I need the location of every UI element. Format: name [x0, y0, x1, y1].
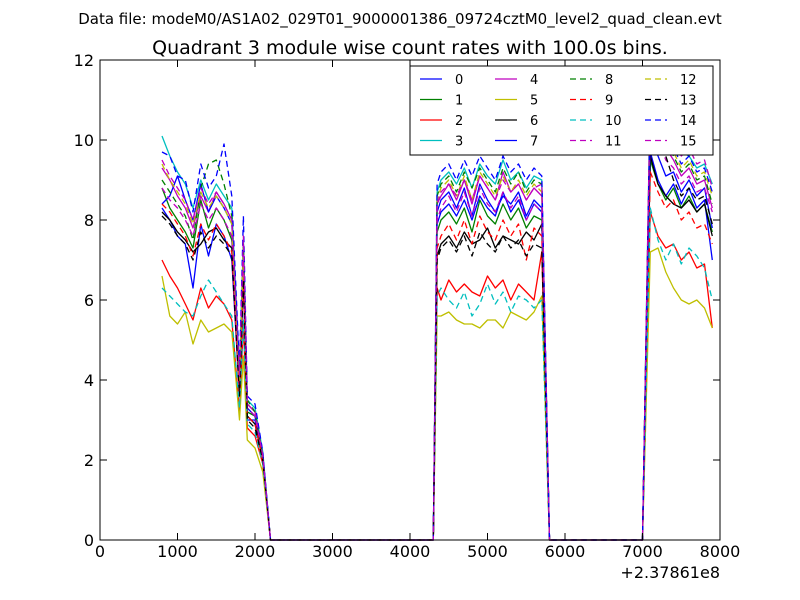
- x-tick-label: 4000: [390, 542, 431, 561]
- legend-label: 7: [530, 135, 538, 150]
- series-line-13: [161, 99, 713, 541]
- x-tick-label: 8000: [700, 542, 741, 561]
- y-tick-label: 8: [84, 211, 94, 230]
- legend-label: 5: [530, 94, 538, 109]
- y-tick-label: 6: [84, 291, 94, 310]
- legend-label: 15: [680, 135, 697, 150]
- series-line-5: [161, 247, 713, 541]
- legend-label: 11: [605, 135, 622, 150]
- x-tick-label: 5000: [467, 542, 508, 561]
- series-layer: [161, 79, 713, 541]
- y-tick-label: 0: [84, 531, 94, 550]
- series-line-2: [161, 211, 713, 541]
- legend-label: 2: [455, 114, 463, 129]
- series-line-15: [161, 87, 713, 541]
- x-offset-label: +2.37861e8: [620, 563, 720, 582]
- legend-label: 10: [605, 114, 622, 129]
- x-tick-label: 0: [95, 542, 105, 561]
- series-line-0: [161, 151, 713, 541]
- series-line-10: [161, 207, 713, 541]
- legend-box: [409, 65, 714, 156]
- x-tick-label: 1000: [157, 542, 198, 561]
- legend-label: 3: [455, 135, 463, 150]
- y-tick-label: 12: [74, 51, 94, 70]
- series-line-11: [161, 115, 713, 541]
- axes-layer: 0 1000 2000 3000 4000 5000 6000 7000 80000246810…: [74, 51, 741, 561]
- figure-suptitle: Data file: modeM0/AS1A02_029T01_90000013…: [78, 10, 722, 29]
- x-tick-label: 2000: [235, 542, 276, 561]
- x-tick-label: 6000: [545, 542, 586, 561]
- legend-label: 13: [680, 94, 697, 109]
- legend-label: 1: [455, 94, 463, 109]
- legend-label: 6: [530, 114, 538, 129]
- y-tick-label: 2: [84, 451, 94, 470]
- y-tick-label: 4: [84, 371, 94, 390]
- y-tick-label: 10: [74, 131, 94, 150]
- x-tick-label: 3000: [312, 542, 353, 561]
- series-line-6: [161, 155, 713, 541]
- legend-label: 4: [530, 73, 538, 88]
- series-line-9: [161, 171, 713, 541]
- x-tick-label: 7000: [622, 542, 663, 561]
- legend-label: 0: [455, 73, 463, 88]
- series-line-8: [161, 103, 713, 541]
- legend-label: 8: [605, 73, 613, 88]
- chart-title: Quadrant 3 module wise count rates with …: [152, 37, 668, 59]
- legend-label: 9: [605, 94, 613, 109]
- legend-label: 12: [680, 73, 697, 88]
- legend-label: 14: [680, 114, 697, 129]
